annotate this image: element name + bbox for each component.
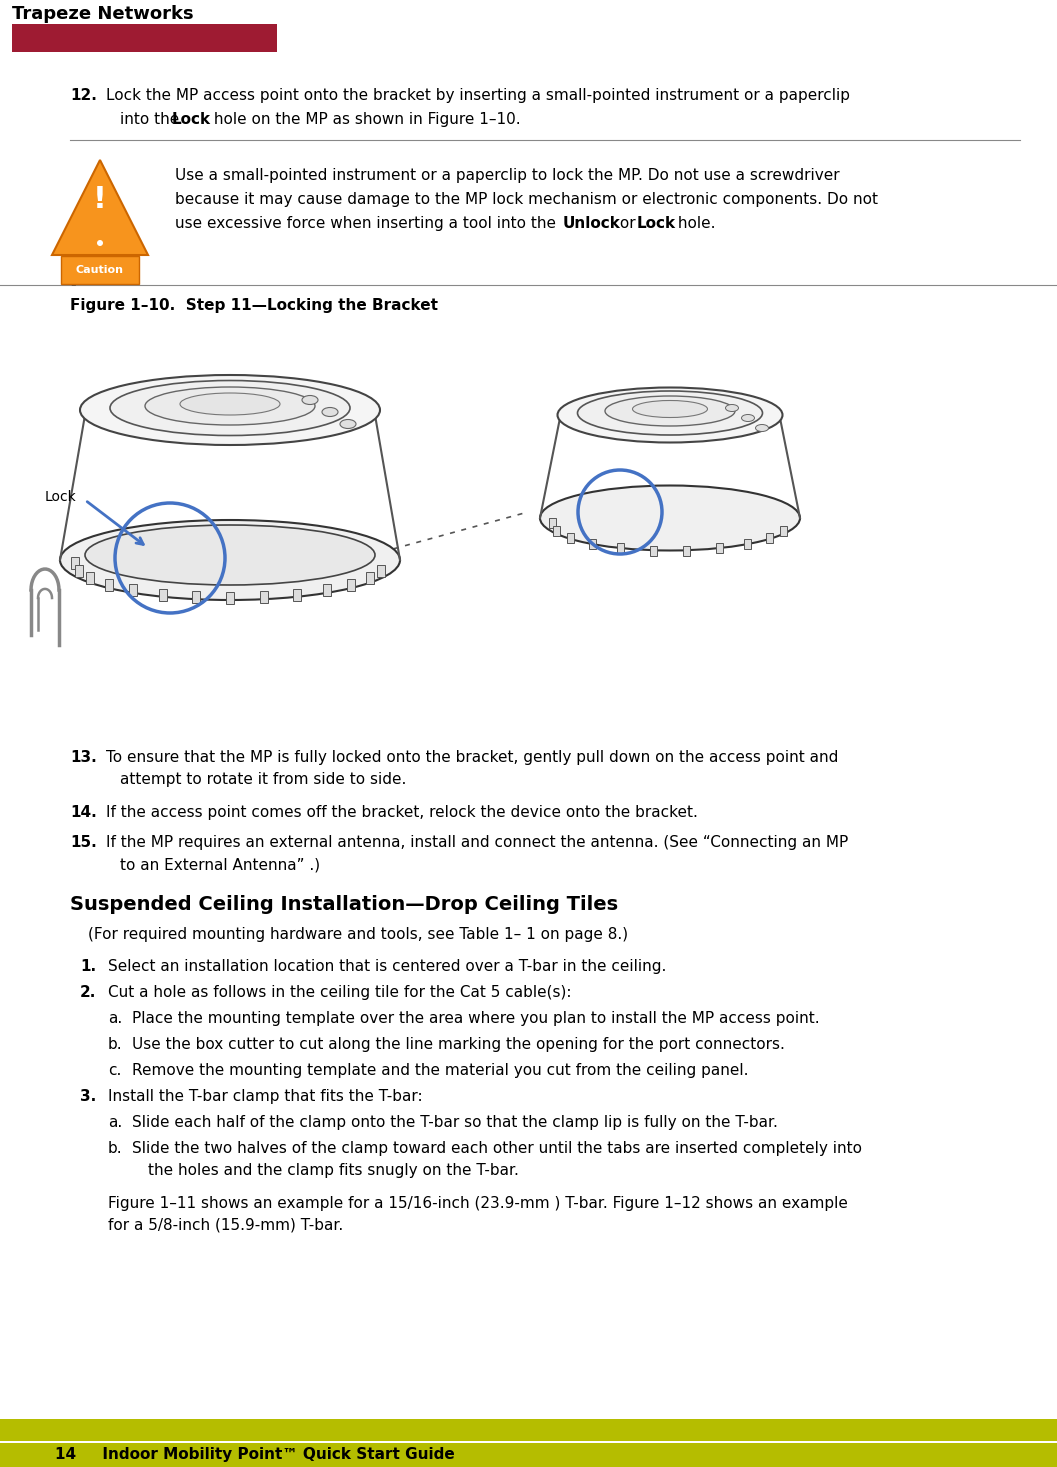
FancyBboxPatch shape <box>191 591 200 603</box>
Text: 3.: 3. <box>80 1089 96 1105</box>
Ellipse shape <box>302 396 318 405</box>
Text: a.: a. <box>108 1011 123 1025</box>
FancyBboxPatch shape <box>683 546 690 556</box>
Text: for a 5/8-inch (15.9-mm) T-bar.: for a 5/8-inch (15.9-mm) T-bar. <box>108 1218 344 1232</box>
Text: Cut a hole as follows in the ceiling tile for the Cat 5 cable(s):: Cut a hole as follows in the ceiling til… <box>108 984 572 1000</box>
Text: 1.: 1. <box>80 959 96 974</box>
FancyBboxPatch shape <box>716 543 723 553</box>
Ellipse shape <box>742 415 755 421</box>
Text: b.: b. <box>108 1037 123 1052</box>
Text: 2.: 2. <box>80 984 96 1000</box>
Text: Use a small-pointed instrument or a paperclip to lock the MP. Do not use a screw: Use a small-pointed instrument or a pape… <box>175 169 839 183</box>
Text: !: ! <box>93 185 107 214</box>
Ellipse shape <box>180 393 280 415</box>
Ellipse shape <box>632 400 707 418</box>
FancyBboxPatch shape <box>617 543 625 553</box>
Text: to an External Antenna” .): to an External Antenna” .) <box>120 857 320 871</box>
Ellipse shape <box>540 486 800 550</box>
FancyBboxPatch shape <box>75 565 82 577</box>
FancyBboxPatch shape <box>744 540 750 549</box>
FancyBboxPatch shape <box>377 565 385 577</box>
Text: use excessive force when inserting a tool into the: use excessive force when inserting a too… <box>175 216 561 230</box>
Text: a.: a. <box>108 1115 123 1130</box>
Ellipse shape <box>577 392 762 436</box>
FancyBboxPatch shape <box>347 579 355 591</box>
Text: Figure 1–10.  Step 11—Locking the Bracket: Figure 1–10. Step 11—Locking the Bracket <box>70 298 438 312</box>
Text: 15.: 15. <box>70 835 97 849</box>
Text: (For required mounting hardware and tools, see Table 1– 1 on page 8.): (For required mounting hardware and tool… <box>88 927 628 942</box>
FancyBboxPatch shape <box>589 540 596 549</box>
Text: attempt to rotate it from side to side.: attempt to rotate it from side to side. <box>120 772 406 786</box>
Text: b.: b. <box>108 1141 123 1156</box>
Text: the holes and the clamp fits snugly on the T-bar.: the holes and the clamp fits snugly on t… <box>148 1163 519 1178</box>
Text: into the: into the <box>120 111 184 128</box>
Ellipse shape <box>80 376 381 445</box>
Ellipse shape <box>340 420 356 428</box>
FancyBboxPatch shape <box>226 593 234 604</box>
Polygon shape <box>52 160 148 255</box>
FancyBboxPatch shape <box>71 557 79 569</box>
Text: 14.: 14. <box>70 805 97 820</box>
FancyBboxPatch shape <box>260 591 268 603</box>
Text: Suspended Ceiling Installation—Drop Ceiling Tiles: Suspended Ceiling Installation—Drop Ceil… <box>70 895 618 914</box>
Text: Lock: Lock <box>172 111 211 128</box>
Text: Lock the MP access point onto the bracket by inserting a small-pointed instrumen: Lock the MP access point onto the bracke… <box>106 88 850 103</box>
Ellipse shape <box>557 387 782 443</box>
FancyBboxPatch shape <box>105 579 113 591</box>
Text: 14     Indoor Mobility Point™ Quick Start Guide: 14 Indoor Mobility Point™ Quick Start Gu… <box>55 1448 455 1463</box>
Ellipse shape <box>60 519 400 600</box>
Ellipse shape <box>756 424 768 431</box>
Text: hole on the MP as shown in Figure 1–10.: hole on the MP as shown in Figure 1–10. <box>209 111 521 128</box>
FancyBboxPatch shape <box>12 23 277 51</box>
Text: Slide the two halves of the clamp toward each other until the tabs are inserted : Slide the two halves of the clamp toward… <box>132 1141 863 1156</box>
FancyBboxPatch shape <box>159 588 167 600</box>
Text: Trapeze Networks: Trapeze Networks <box>12 4 193 23</box>
Ellipse shape <box>85 525 375 585</box>
FancyBboxPatch shape <box>129 584 137 597</box>
Ellipse shape <box>605 396 735 425</box>
Text: Lock: Lock <box>45 490 77 505</box>
Text: Figure 1–11 shows an example for a 15/16-inch (23.9-mm ) T-bar. Figure 1–12 show: Figure 1–11 shows an example for a 15/16… <box>108 1196 848 1210</box>
FancyBboxPatch shape <box>0 1419 1057 1441</box>
Text: To ensure that the MP is fully locked onto the bracket, gently pull down on the : To ensure that the MP is fully locked on… <box>106 750 838 764</box>
FancyBboxPatch shape <box>650 546 656 556</box>
FancyBboxPatch shape <box>553 525 560 535</box>
Text: If the MP requires an external antenna, install and connect the antenna. (See “C: If the MP requires an external antenna, … <box>106 835 849 849</box>
Ellipse shape <box>145 387 315 425</box>
Text: Use the box cutter to cut along the line marking the opening for the port connec: Use the box cutter to cut along the line… <box>132 1037 785 1052</box>
FancyBboxPatch shape <box>293 588 301 600</box>
Text: hole.: hole. <box>673 216 716 230</box>
Text: c.: c. <box>108 1064 122 1078</box>
Circle shape <box>97 241 103 246</box>
FancyBboxPatch shape <box>87 572 94 584</box>
FancyBboxPatch shape <box>765 533 773 543</box>
Ellipse shape <box>110 380 350 436</box>
Text: because it may cause damage to the MP lock mechanism or electronic components. D: because it may cause damage to the MP lo… <box>175 192 878 207</box>
Text: If the access point comes off the bracket, relock the device onto the bracket.: If the access point comes off the bracke… <box>106 805 698 820</box>
Ellipse shape <box>725 405 739 412</box>
FancyBboxPatch shape <box>549 518 556 528</box>
Text: Caution: Caution <box>76 266 124 274</box>
Text: Remove the mounting template and the material you cut from the ceiling panel.: Remove the mounting template and the mat… <box>132 1064 748 1078</box>
Text: 12.: 12. <box>70 88 97 103</box>
Text: Unlock: Unlock <box>563 216 620 230</box>
FancyBboxPatch shape <box>366 572 374 584</box>
FancyBboxPatch shape <box>780 525 786 535</box>
Text: ▪: ▪ <box>70 279 76 288</box>
Text: Lock: Lock <box>637 216 676 230</box>
Text: Place the mounting template over the area where you plan to install the MP acces: Place the mounting template over the are… <box>132 1011 819 1025</box>
Text: or: or <box>615 216 641 230</box>
FancyBboxPatch shape <box>322 584 331 597</box>
Text: Slide each half of the clamp onto the T-bar so that the clamp lip is fully on th: Slide each half of the clamp onto the T-… <box>132 1115 778 1130</box>
FancyBboxPatch shape <box>0 1444 1057 1467</box>
Text: 13.: 13. <box>70 750 97 764</box>
Text: Install the T-bar clamp that fits the T-bar:: Install the T-bar clamp that fits the T-… <box>108 1089 423 1105</box>
FancyBboxPatch shape <box>61 257 140 285</box>
FancyBboxPatch shape <box>568 533 574 543</box>
Ellipse shape <box>322 408 338 417</box>
Text: Select an installation location that is centered over a T-bar in the ceiling.: Select an installation location that is … <box>108 959 666 974</box>
